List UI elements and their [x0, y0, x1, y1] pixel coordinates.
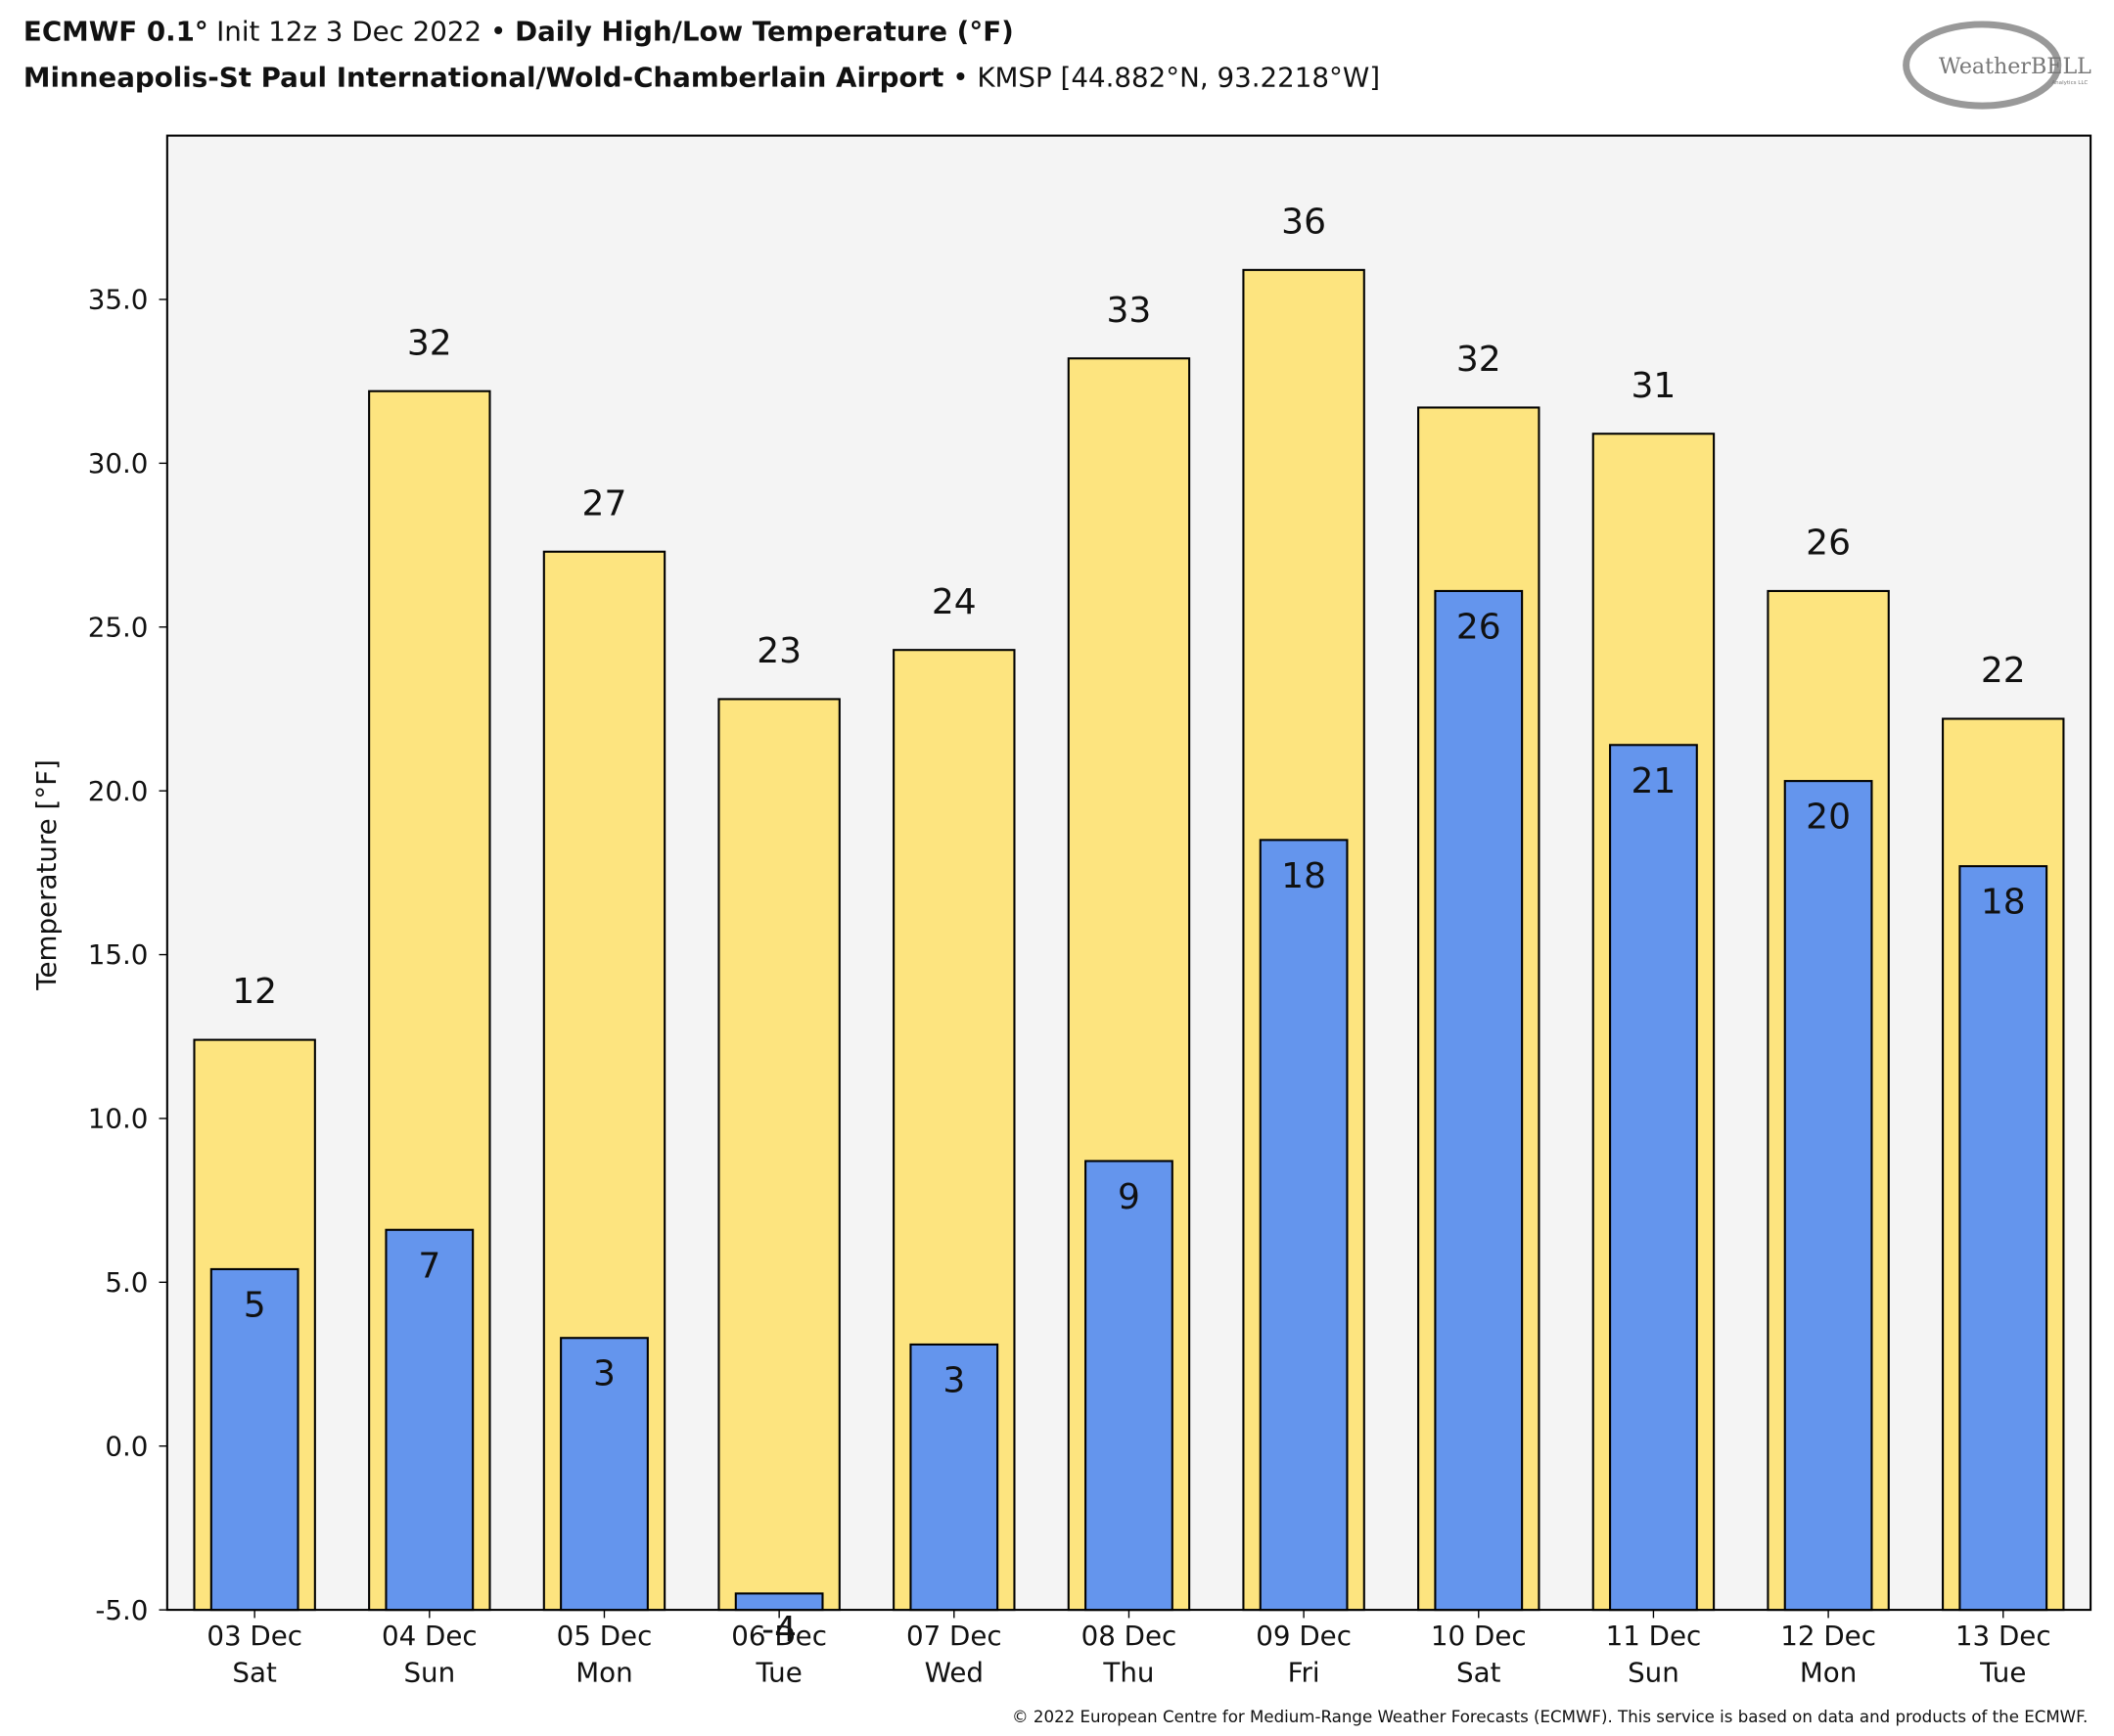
value-label: 22 [1981, 651, 2026, 691]
y-axis-label: Temperature [°F] [30, 759, 63, 991]
value-label: 3 [593, 1354, 616, 1394]
value-label: 20 [1806, 798, 1851, 838]
y-tick-label: 25.0 [88, 611, 149, 643]
subtitle-part: • KMSP [44.882°N, 93.2218°W] [943, 62, 1380, 94]
value-label: 31 [1631, 366, 1677, 406]
x-tick-label: Mon [1800, 1657, 1857, 1689]
x-tick-label: Sun [1628, 1657, 1679, 1689]
value-label: 32 [407, 323, 452, 363]
value-label: 5 [244, 1285, 266, 1325]
y-tick-label: -5.0 [95, 1594, 148, 1626]
x-tick-label: Fri [1288, 1657, 1320, 1689]
value-label: 36 [1281, 202, 1326, 242]
value-label: 21 [1631, 761, 1677, 801]
plot: -5.00.05.010.015.020.025.030.035.0123227… [88, 202, 2065, 1689]
value-label: 18 [1981, 883, 2026, 923]
y-tick-label: 35.0 [88, 284, 149, 316]
y-tick-label: 30.0 [88, 447, 149, 480]
value-label: 18 [1281, 856, 1326, 896]
value-label: 24 [932, 582, 977, 622]
y-tick-label: 10.0 [88, 1103, 149, 1135]
value-label: 26 [1456, 607, 1501, 647]
x-tick-label: Sat [232, 1657, 277, 1689]
x-tick-label: Tue [1979, 1657, 2026, 1689]
bar [717, 698, 841, 1612]
x-tick-label: 08 Dec [1081, 1620, 1177, 1652]
x-tick-label: 12 Dec [1780, 1620, 1876, 1652]
bar [1783, 780, 1873, 1612]
x-tick-label: 05 Dec [557, 1620, 653, 1652]
x-tick-label: 03 Dec [207, 1620, 302, 1652]
x-tick-label: 04 Dec [382, 1620, 478, 1652]
value-label: 7 [418, 1246, 440, 1286]
x-tick-label: 13 Dec [1955, 1620, 2051, 1652]
footer: © 2022 European Centre for Medium-Range … [1012, 1708, 2088, 1726]
value-label: 33 [1107, 291, 1152, 331]
x-tick-label: Sat [1456, 1657, 1501, 1689]
value-label: 32 [1456, 340, 1501, 380]
bar [385, 1228, 475, 1612]
x-tick-label: 10 Dec [1431, 1620, 1527, 1652]
x-tick-label: 06 Dec [731, 1620, 827, 1652]
x-tick-label: Tue [755, 1657, 802, 1689]
chart-subtitle: Minneapolis-St Paul International/Wold-C… [23, 62, 1380, 94]
bar [1434, 589, 1524, 1612]
bar [1259, 839, 1349, 1612]
bar [209, 1267, 299, 1612]
y-tick-label: 5.0 [105, 1266, 148, 1299]
x-tick-label: 11 Dec [1606, 1620, 1702, 1652]
bar [1609, 744, 1698, 1612]
title-part: Init 12z 3 Dec 2022 • [216, 16, 515, 48]
bar [1084, 1160, 1173, 1612]
value-label: 26 [1806, 524, 1851, 564]
value-label: 3 [942, 1360, 965, 1400]
logo-sub: Analytics LLC [2051, 80, 2088, 86]
x-tick-label: Sun [403, 1657, 455, 1689]
subtitle-part: Minneapolis-St Paul International/Wold-C… [23, 62, 943, 94]
value-label: 9 [1118, 1177, 1140, 1217]
x-tick-label: 09 Dec [1256, 1620, 1352, 1652]
y-tick-label: 0.0 [105, 1430, 148, 1462]
y-tick-label: 15.0 [88, 938, 149, 971]
chart-title: ECMWF 0.1° Init 12z 3 Dec 2022 • Daily Hi… [23, 16, 1014, 48]
title-part: ECMWF 0.1° [23, 16, 208, 48]
x-tick-label: 07 Dec [906, 1620, 1002, 1652]
logo-swirl [1903, 21, 2062, 110]
x-tick-label: Mon [575, 1657, 632, 1689]
value-label: 12 [232, 972, 277, 1012]
title-part: Daily High/Low Temperature (°F) [515, 16, 1014, 48]
value-label: 27 [582, 483, 627, 524]
y-tick-label: 20.0 [88, 775, 149, 807]
value-label: 23 [757, 631, 802, 671]
logo: WeatherBELL [1939, 54, 2091, 79]
bar [1958, 865, 2048, 1612]
bar [734, 1592, 824, 1612]
x-tick-label: Wed [925, 1657, 984, 1689]
bar [909, 1343, 999, 1612]
x-tick-label: Thu [1102, 1657, 1154, 1689]
